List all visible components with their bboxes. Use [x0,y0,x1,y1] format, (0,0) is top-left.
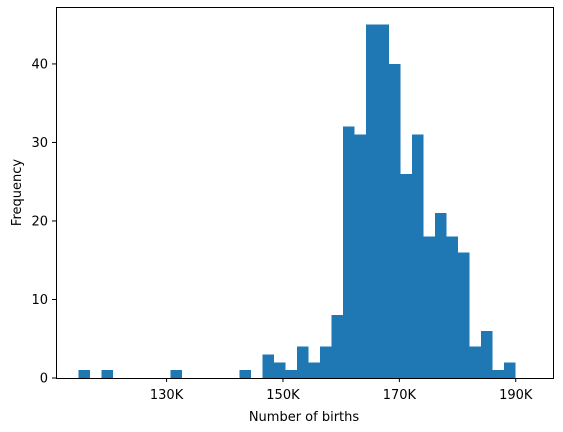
histogram-bar [320,346,332,378]
histogram-bar [239,370,252,378]
histogram-bar [308,362,321,378]
histogram-bar [354,134,367,378]
histogram-bar [412,134,424,378]
histogram-bar [423,236,436,378]
x-axis-label: Number of births [249,410,360,425]
histogram-bar [274,362,286,378]
histogram-bar [481,330,493,378]
histogram-bar [435,213,447,378]
histogram-bar [400,173,413,378]
histogram-bar [297,346,309,378]
x-axis: 130K 150K 170K 190K [150,378,533,403]
x-tick-label: 150K [266,388,300,403]
histogram-bar [492,370,505,378]
y-axis: 0 10 20 30 40 [31,57,56,387]
x-tick-label: 190K [499,388,533,403]
histogram-bar [78,370,91,378]
histogram-bar [377,24,390,379]
histogram-bar [343,126,355,378]
y-tick-label: 10 [31,293,48,308]
y-tick-label: 20 [31,214,48,229]
histogram-bar [504,362,516,378]
histogram-bar [170,370,183,378]
histogram-bar [331,315,344,378]
plot-frame [56,7,554,379]
histogram-bar [101,370,114,378]
histogram-bar [458,252,470,378]
y-tick-label: 40 [31,57,48,72]
histogram-bar [469,346,482,378]
x-tick-label: 130K [150,388,184,403]
histogram-bar [446,236,459,378]
y-tick-label: 0 [40,372,48,387]
histogram-bar [285,370,298,378]
histogram-bar [262,354,275,378]
y-tick-label: 30 [31,136,48,151]
y-axis-label: Frequency [10,159,25,226]
bars-layer [78,24,516,379]
histogram-bar [389,63,401,378]
x-tick-label: 170K [383,388,417,403]
histogram-bar [366,24,378,379]
